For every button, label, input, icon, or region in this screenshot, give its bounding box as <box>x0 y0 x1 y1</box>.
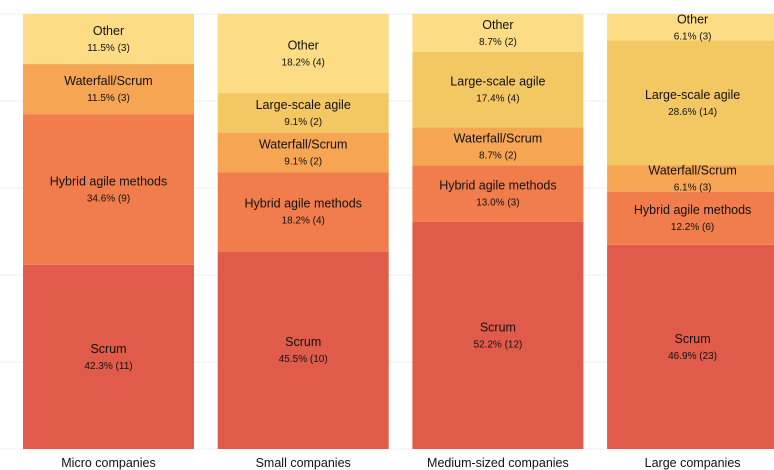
data-label: 11.5% (3) <box>87 93 130 104</box>
bar-stack: Scrum 45.5% (10) Hybrid agile methods 18.2%… <box>217 14 389 449</box>
bar-segment <box>412 221 584 449</box>
bar-stack: Scrum 52.2% (12) Hybrid agile methods 13.0%… <box>412 14 584 449</box>
bar-segment <box>217 172 389 252</box>
data-label: 8.7% (2) <box>479 37 517 48</box>
bar-segment <box>412 51 584 128</box>
bars: Scrum 42.3% (11) Hybrid agile methods 34.6%… <box>23 12 774 449</box>
x-tick-label: Medium-sized companies <box>427 456 569 470</box>
x-tick-label: Large companies <box>645 456 741 470</box>
segment-label: Hybrid agile methods <box>634 203 751 217</box>
segment-label: Waterfall/Scrum <box>648 163 736 177</box>
bar-stack: Scrum 46.9% (23) Hybrid agile methods 12.2%… <box>607 12 774 449</box>
data-label: 13.0% (3) <box>476 198 519 209</box>
bar-segment <box>23 64 194 115</box>
segment-label: Hybrid agile methods <box>439 179 556 193</box>
data-label: 28.6% (14) <box>668 107 717 118</box>
segment-label: Waterfall/Scrum <box>64 74 152 88</box>
bar-segment <box>217 14 389 94</box>
bar-segment <box>607 191 774 245</box>
segment-label: Other <box>288 39 319 53</box>
segment-label: Waterfall/Scrum <box>259 137 347 151</box>
bar-segment <box>607 40 774 166</box>
bar-segment <box>217 251 389 449</box>
category-labels: Micro companies Small companies Medium-siz… <box>61 456 740 470</box>
bar-segment <box>23 14 194 65</box>
data-label: 34.6% (9) <box>87 193 130 204</box>
segment-label: Scrum <box>480 320 516 334</box>
bar-segment <box>607 14 774 41</box>
segment-label: Other <box>677 12 708 26</box>
bar-stack: Scrum 42.3% (11) Hybrid agile methods 34.6%… <box>23 14 194 449</box>
segment-label: Large-scale agile <box>645 88 740 102</box>
data-label: 18.2% (4) <box>282 58 325 69</box>
bar-segment <box>23 114 194 265</box>
data-label: 17.4% (4) <box>476 94 519 105</box>
bar-segment <box>412 127 584 166</box>
segment-label: Other <box>93 24 124 38</box>
data-label: 46.9% (23) <box>668 351 717 362</box>
x-tick-label: Small companies <box>256 456 351 470</box>
data-label: 8.7% (2) <box>479 150 517 161</box>
segment-label: Scrum <box>90 342 126 356</box>
bar-segment <box>23 264 194 449</box>
data-label: 42.3% (11) <box>84 361 132 372</box>
data-label: 12.2% (6) <box>671 222 714 233</box>
segment-label: Waterfall/Scrum <box>454 131 542 145</box>
segment-label: Other <box>482 18 513 32</box>
bar-segment <box>217 93 389 133</box>
segment-label: Hybrid agile methods <box>244 197 361 211</box>
x-tick-label: Micro companies <box>61 456 155 470</box>
bar-segment <box>607 165 774 192</box>
segment-label: Large-scale agile <box>450 75 545 89</box>
data-label: 6.1% (3) <box>674 182 712 193</box>
bar-segment <box>412 14 584 52</box>
segment-label: Large-scale agile <box>256 98 351 112</box>
data-label: 18.2% (4) <box>282 216 325 227</box>
segment-label: Scrum <box>285 335 321 349</box>
bar-segment <box>607 244 774 449</box>
data-label: 9.1% (2) <box>284 117 322 128</box>
data-label: 52.2% (12) <box>473 339 522 350</box>
bar-segment <box>217 132 389 173</box>
data-label: 45.5% (10) <box>279 354 328 365</box>
segment-label: Hybrid agile methods <box>50 174 167 188</box>
data-label: 6.1% (3) <box>674 31 712 42</box>
data-label: 11.5% (3) <box>87 43 130 54</box>
bar-segment <box>412 165 584 222</box>
data-label: 9.1% (2) <box>284 156 322 167</box>
segment-label: Scrum <box>675 332 711 346</box>
